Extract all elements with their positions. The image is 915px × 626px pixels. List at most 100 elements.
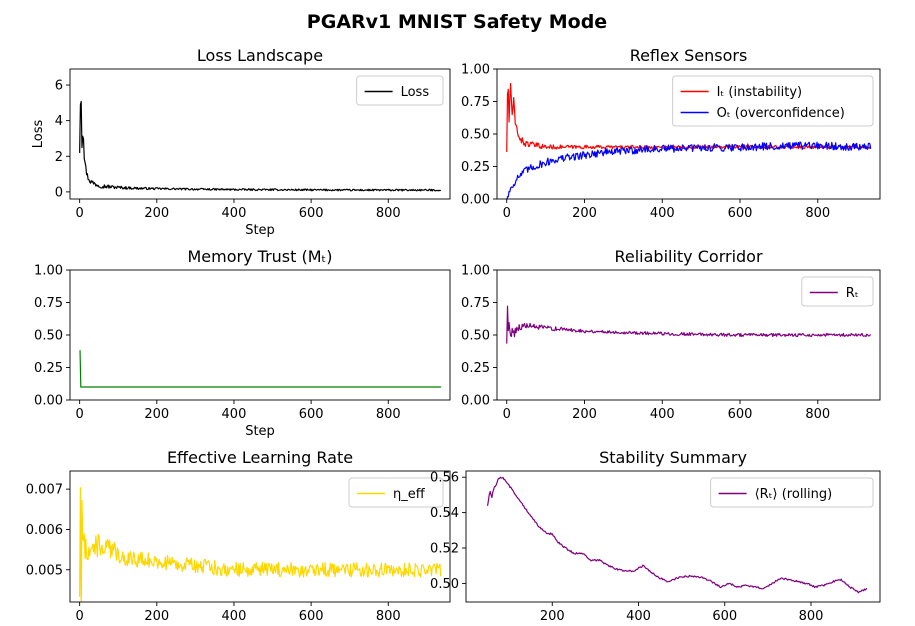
y-tick-label: 4 — [55, 114, 63, 129]
legend-label: Iₜ (instability) — [717, 85, 803, 100]
x-tick-label: 400 — [626, 609, 651, 624]
x-tick-label: 600 — [299, 206, 324, 221]
legend-box — [710, 477, 874, 508]
y-tick-label: 0.25 — [461, 361, 490, 376]
x-tick-label: 200 — [144, 407, 169, 422]
x-tick-label: 0 — [76, 609, 84, 624]
series-line-1 — [506, 305, 872, 344]
x-tick-label: 200 — [144, 609, 169, 624]
y-tick-label: 1.00 — [34, 264, 63, 279]
y-tick-label: 0.25 — [461, 160, 490, 175]
legend: Rₜ — [801, 276, 874, 307]
subplot-3: Memory Trust (Mₜ) 0 200 400 600 800 0.00 0.25 0.… — [34, 247, 451, 439]
legend-box — [801, 276, 874, 307]
series-line-1 — [79, 100, 442, 192]
series-line-1 — [79, 350, 442, 388]
x-tick-label: 400 — [222, 407, 247, 422]
legend-box — [356, 75, 444, 106]
series-line-1 — [79, 487, 442, 602]
x-axis-label: Step — [245, 424, 275, 439]
legend-label: ⟨Rₜ⟩ (rolling) — [755, 487, 833, 502]
x-tick-label: 400 — [222, 609, 247, 624]
y-tick-label: 1.00 — [461, 264, 490, 279]
subplot-title: Memory Trust (Mₜ) — [188, 247, 333, 266]
legend: Iₜ (instability) Oₜ (overconfidence) — [672, 75, 874, 127]
legend: η_eff — [348, 477, 444, 508]
y-tick-label: 6 — [55, 79, 63, 94]
legend-box — [348, 477, 444, 508]
x-tick-label: 200 — [540, 609, 565, 624]
y-tick-label: 0.50 — [430, 577, 459, 592]
x-tick-label: 400 — [650, 407, 675, 422]
series-group — [506, 305, 872, 344]
legend-label: Loss — [401, 85, 430, 100]
x-tick-label: 600 — [728, 407, 753, 422]
x-axis-label: Step — [245, 223, 275, 238]
series-group — [506, 83, 872, 199]
x-tick-label: 0 — [76, 407, 84, 422]
subplot-title: Loss Landscape — [197, 46, 323, 65]
x-tick-label: 600 — [299, 407, 324, 422]
x-tick-label: 400 — [650, 206, 675, 221]
y-tick-label: 0 — [55, 185, 63, 200]
x-tick-label: 0 — [76, 206, 84, 221]
series-line-1 — [486, 476, 868, 594]
y-tick-label: 0.52 — [430, 542, 459, 557]
y-tick-label: 2 — [55, 150, 63, 165]
x-tick-label: 600 — [728, 206, 753, 221]
x-tick-label: 600 — [712, 609, 737, 624]
figure-title: PGARv1 MNIST Safety Mode — [307, 11, 607, 33]
x-tick-label: 800 — [376, 206, 401, 221]
y-tick-label: 1.00 — [461, 63, 490, 78]
series-line-2 — [506, 141, 872, 199]
y-tick-label: 0.005 — [26, 563, 63, 578]
x-tick-label: 800 — [376, 609, 401, 624]
subplot-title: Reflex Sensors — [630, 46, 748, 65]
y-tick-label: 0.56 — [430, 471, 459, 486]
x-tick-label: 0 — [503, 206, 511, 221]
x-tick-label: 800 — [799, 609, 824, 624]
series-group — [79, 350, 442, 388]
axes-frame — [69, 470, 451, 603]
subplot-1: Loss Landscape 0 200 400 600 800 0 2 4 6 Step Loss L… — [31, 46, 451, 238]
axes-frame — [465, 470, 881, 603]
legend-label: Oₜ (overconfidence) — [717, 106, 845, 121]
series-group — [79, 487, 442, 602]
subplot-title: Effective Learning Rate — [167, 448, 353, 467]
x-tick-label: 200 — [572, 407, 597, 422]
subplots: Loss Landscape 0 200 400 600 800 0 2 4 6 Step Loss L… — [26, 46, 881, 624]
subplot-title: Stability Summary — [599, 448, 747, 467]
x-tick-label: 0 — [503, 407, 511, 422]
x-tick-label: 200 — [144, 206, 169, 221]
y-tick-label: 0.25 — [34, 361, 63, 376]
legend-label: Rₜ — [846, 286, 859, 301]
legend-label: η_eff — [393, 487, 426, 502]
series-group — [79, 100, 442, 192]
x-tick-label: 400 — [222, 206, 247, 221]
x-tick-label: 800 — [805, 407, 830, 422]
legend: Loss — [356, 75, 444, 106]
y-tick-label: 0.00 — [461, 394, 490, 409]
y-tick-label: 0.00 — [34, 394, 63, 409]
y-tick-label: 0.54 — [430, 506, 459, 521]
axes-frame — [69, 68, 451, 200]
x-tick-label: 600 — [299, 609, 324, 624]
y-tick-label: 0.50 — [461, 128, 490, 143]
subplot-title: Reliability Corridor — [614, 247, 762, 266]
subplot-6: Stability Summary 200 400 600 800 0.50 0.52 0.5… — [430, 448, 881, 624]
y-tick-label: 0.75 — [34, 296, 63, 311]
legend: ⟨Rₜ⟩ (rolling) — [710, 477, 874, 508]
y-tick-label: 0.50 — [34, 329, 63, 344]
x-tick-label: 800 — [805, 206, 830, 221]
y-tick-label: 0.007 — [26, 483, 63, 498]
y-tick-label: 0.006 — [26, 523, 63, 538]
y-tick-label: 0.50 — [461, 329, 490, 344]
subplot-4: Reliability Corridor 0 200 400 600 800 0.00 0.2… — [461, 247, 881, 422]
y-axis-label: Loss — [31, 120, 46, 149]
subplot-5: Effective Learning Rate 0 200 400 600 800 0.00… — [26, 448, 451, 624]
legend-box — [672, 75, 874, 127]
y-tick-label: 0.75 — [461, 296, 490, 311]
x-tick-label: 800 — [376, 407, 401, 422]
series-group — [486, 476, 868, 594]
